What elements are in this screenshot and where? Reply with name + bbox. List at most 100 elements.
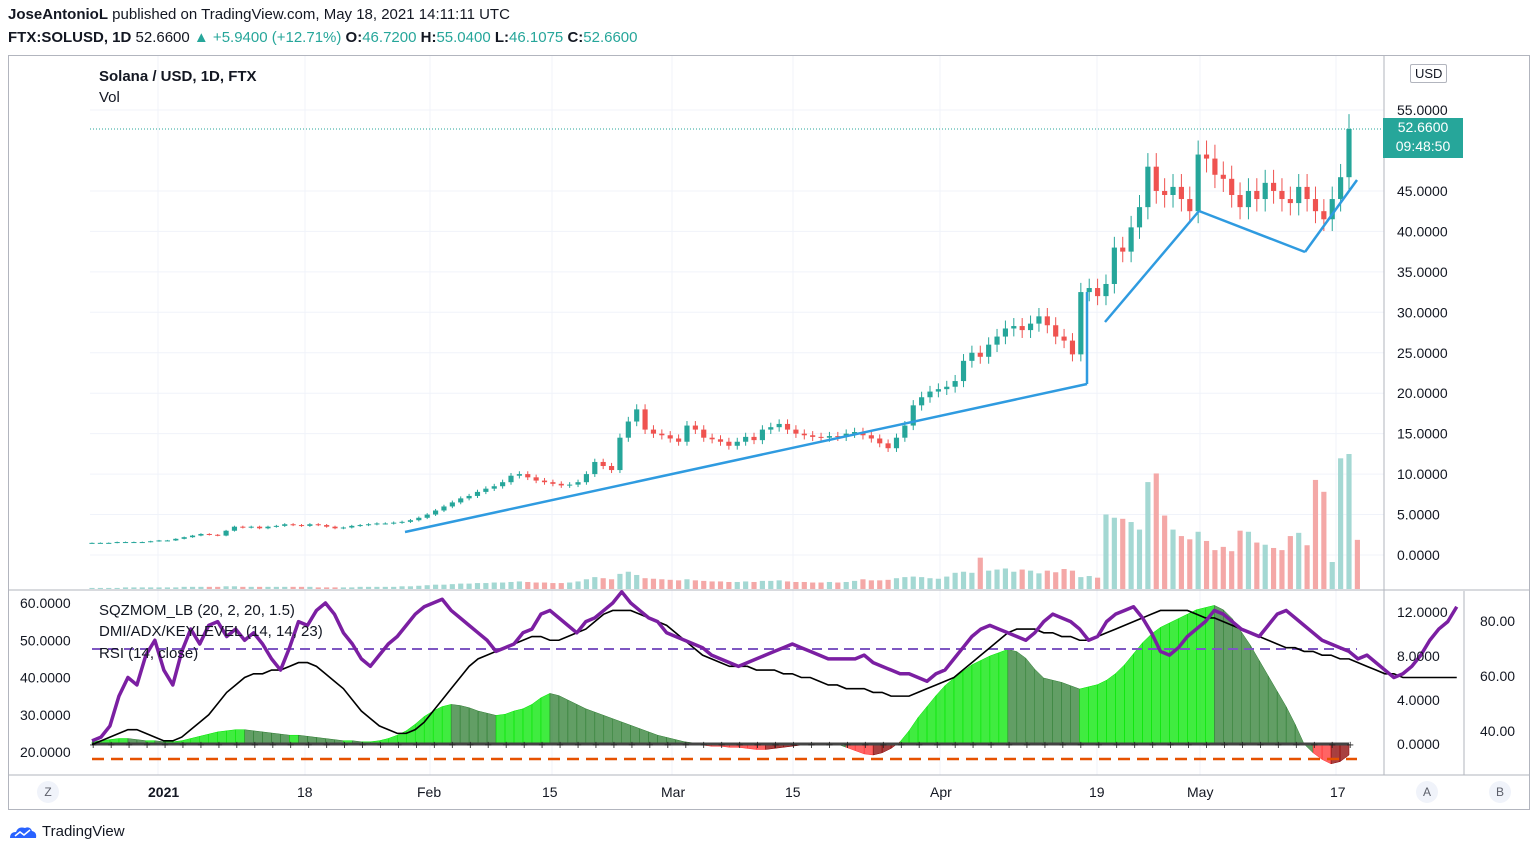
volume-bar [1019,569,1025,589]
candle-body [709,437,715,440]
squeeze-cross: + [1238,740,1246,751]
candle-body [575,482,581,485]
volume-bar [1279,550,1285,589]
tradingview-cloud-icon [10,826,37,838]
volume-bar [1061,569,1067,589]
squeeze-bar [1052,679,1062,745]
candle-body [868,435,874,439]
auto-scale-button[interactable]: A [1416,781,1438,803]
candle-body [156,540,162,542]
volume-bar [743,581,749,589]
squeeze-bar [989,652,1000,745]
squeeze-bar [513,708,524,745]
volume-bar [642,578,648,589]
candle-body [491,486,497,489]
candle-body [1279,190,1285,200]
sqzmom-legend[interactable]: SQZMOM_LB (20, 2, 20, 1.5) [99,602,295,619]
price-axis[interactable]: 55.0000 45.0000 40.0000 35.0000 30.0000 25.00… [1397,102,1448,563]
squeeze-cross: + [700,740,708,751]
squeeze-tick-label: 4.0000 [1397,692,1440,708]
volume-bar [424,585,430,589]
squeeze-bar [1142,633,1152,745]
volume-bar [1212,550,1218,589]
right-axes[interactable]: 12.0000 8.0000 4.0000 0.0000 80.00 60.00 40.00 [1397,591,1515,775]
time-tick-label: 2021 [148,784,179,800]
volume-bar [449,584,455,589]
candle-body [399,521,405,523]
chart-frame[interactable] [8,55,1530,810]
candle-body [231,526,238,531]
candle-body [508,475,514,483]
squeeze-bar [432,706,443,745]
volume-bar [1086,576,1092,589]
volume-bar [835,582,841,589]
candle-body [1053,325,1059,337]
high-label: H: [420,29,437,46]
rsi-legend[interactable]: RSI (14, close) [99,645,199,662]
squeeze-bar [1088,684,1098,745]
squeeze-cross: + [861,740,869,751]
candle-body [298,525,305,527]
candle-body [1162,190,1168,195]
volume-bar [977,557,983,589]
candle-body [801,433,807,436]
candle-body [1002,328,1009,337]
volume-bar [935,578,941,589]
candle-body [215,534,221,536]
volume-bar [491,582,497,589]
volume-bar [248,586,254,589]
volume-bars [89,454,1360,589]
volume-bar [1145,482,1151,589]
left-axis[interactable]: 60.0000 50.0000 40.0000 30.0000 20.0000 [20,595,71,760]
volume-bar [692,580,698,589]
main-legend-title[interactable]: Solana / USD, 1D, FTX [99,68,257,85]
squeeze-cross: + [1005,740,1013,751]
currency-button[interactable]: USD [1410,64,1448,83]
volume-bar [684,579,690,589]
candle-body [1237,194,1243,208]
time-axis[interactable]: 2021 18 Feb 15 Mar 15 Apr 19 May 17 [148,784,1346,800]
dmi-legend[interactable]: DMI/ADX/KEYLEVEL (14, 14, 23) [99,623,323,640]
volume-bar [416,585,422,589]
author-name[interactable]: JoseAntonioL [8,6,108,23]
candle-body [474,491,481,496]
squeeze-bar [1133,642,1143,745]
squeeze-bar [935,685,946,745]
candles [89,114,1352,544]
candle-body [374,523,380,525]
candle-body [969,352,975,361]
candle-body [122,542,129,544]
volume-bar [726,581,732,589]
candle-body [1270,182,1277,191]
candle-body [458,498,464,503]
squeeze-bar [1007,649,1018,745]
time-tick-label: May [1187,784,1213,800]
volume-bar [986,570,992,589]
trend-lines[interactable] [404,179,1359,534]
candle-body [877,438,883,444]
candle-body [952,381,958,387]
volume-bar [575,581,581,589]
candle-body [164,540,171,542]
candle-body [148,541,154,543]
candle-body [525,474,531,478]
b-button[interactable]: B [1489,781,1511,803]
squeeze-bar [917,705,928,745]
candle-body [533,477,539,481]
squeeze-bar [1214,604,1224,745]
zoom-button[interactable]: Z [37,781,59,803]
squeeze-cross: + [1113,740,1121,751]
candle-body [1312,199,1319,212]
volume-bar [1078,577,1084,589]
volume-bar [441,584,447,589]
volume-bar [265,586,271,589]
tradingview-logo[interactable]: TradingView [8,823,125,840]
volume-bar [1128,522,1134,589]
squeeze-bar [962,664,973,745]
volume-bar [1069,570,1076,589]
volume-bar [206,586,212,589]
vol-legend[interactable]: Vol [99,89,120,106]
squeeze-bar [1178,613,1188,745]
volume-bar [1095,577,1101,589]
